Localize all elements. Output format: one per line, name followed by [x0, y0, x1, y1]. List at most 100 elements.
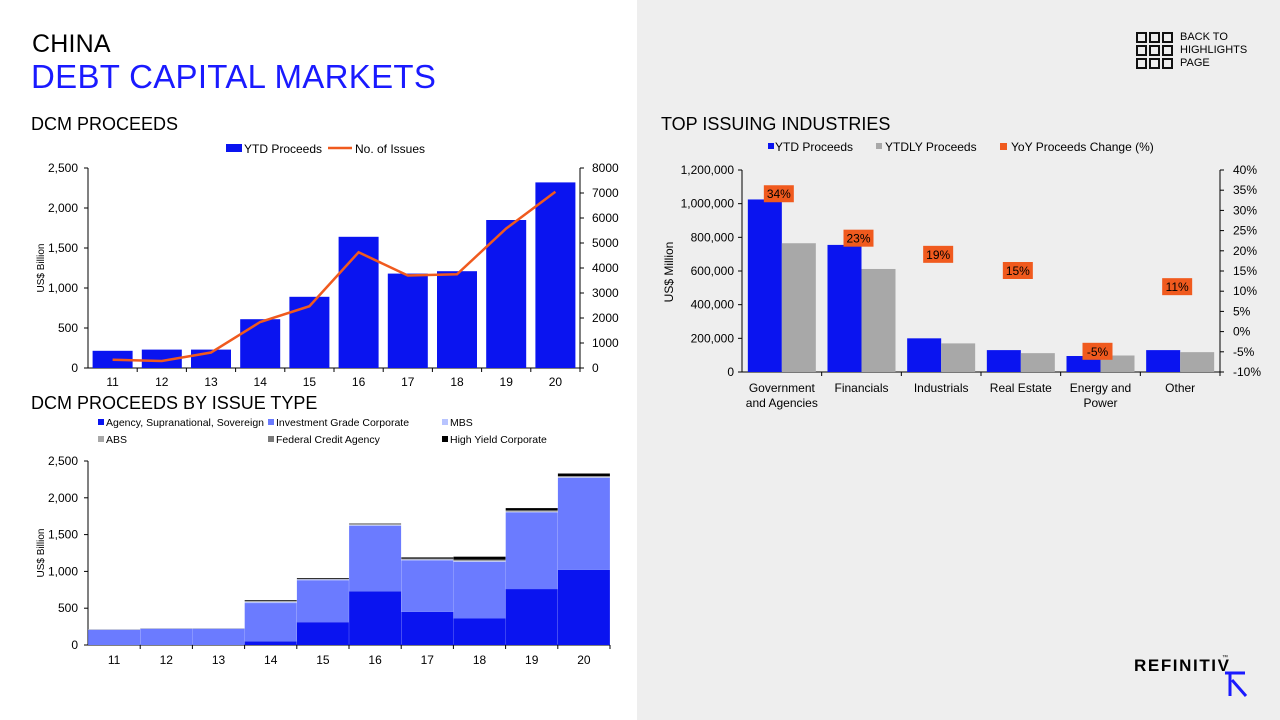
bar-ytdly-proceeds: [1020, 353, 1055, 372]
legend-label-agency-supranational-sovereign: Agency, Supranational, Sovereign: [106, 417, 264, 429]
x-tick-label: 18: [473, 653, 487, 667]
bar-ytdly-proceeds: [1180, 352, 1215, 372]
bar-segment-high-yield-corporate: [505, 508, 558, 511]
bar-segment-abs: [557, 476, 610, 478]
grid-icon: [1136, 32, 1173, 69]
legend-swatch-mbs: [442, 419, 448, 425]
bar-segment-abs: [453, 560, 506, 562]
y-tick-label: 0: [71, 638, 78, 652]
x-tick-label: 14: [264, 653, 278, 667]
y-tick-label: 200,000: [691, 331, 735, 345]
bar-segment-investment-grade-corporate: [401, 560, 454, 612]
y2-tick-label: 0: [592, 361, 599, 375]
bar-segment-investment-grade-corporate: [192, 628, 245, 645]
y-tick-label: 800,000: [691, 230, 735, 244]
bar-segment-agency-supranational-sovereign: [401, 611, 454, 645]
bar-segment-agency-supranational-sovereign: [557, 569, 610, 645]
bar-segment-high-yield-corporate: [401, 557, 454, 559]
x-tick-label: 20: [549, 375, 563, 389]
y-tick-label: 2,000: [48, 491, 78, 505]
x-tick-label: 17: [421, 653, 435, 667]
y-tick-label: 0: [71, 361, 78, 375]
y-tick-label: 1,000: [48, 281, 78, 295]
y-tick-label: 1,500: [48, 528, 78, 542]
legend-swatch-investment-grade-corporate: [268, 419, 274, 425]
legend-label-mbs: MBS: [450, 417, 473, 429]
y-axis-label: US$ Million: [662, 242, 676, 303]
trademark-symbol: ™: [1222, 655, 1228, 661]
legend-label-abs: ABS: [106, 434, 127, 446]
legend-swatch-agency-supranational-sovereign: [98, 419, 104, 425]
legend-label-yoy-change: YoY Proceeds Change (%): [1011, 140, 1154, 154]
bar-ytd-proceeds: [437, 271, 477, 368]
y2-tick-label: 30%: [1233, 203, 1257, 217]
y2-tick-label: -10%: [1233, 365, 1261, 379]
y2-tick-label: 5%: [1233, 304, 1251, 318]
legend-swatch-abs: [98, 436, 104, 442]
chart-title-top-issuing-industries: TOP ISSUING INDUSTRIES: [661, 114, 891, 134]
line-no-of-issues: [112, 190, 557, 363]
bar-segment-agency-supranational-sovereign: [349, 591, 402, 645]
bar-segment-agency-supranational-sovereign: [453, 618, 506, 645]
yoy-change-label: -5%: [1087, 345, 1109, 359]
x-tick-label: 17: [401, 375, 415, 389]
y2-tick-label: 2000: [592, 311, 619, 325]
y-tick-label: 2,500: [48, 454, 78, 468]
x-tick-label: 19: [525, 653, 539, 667]
y2-tick-label: 0%: [1233, 325, 1251, 339]
y2-tick-label: 1000: [592, 336, 619, 350]
dcm-proceeds-chart: 0 500 1,000 1,500 2,000 2,500 0 1000 2000 3000 400…: [36, 142, 619, 389]
bar-segment-investment-grade-corporate: [453, 561, 506, 619]
x-tick-label: 14: [254, 375, 268, 389]
y-axis-label: US$ Billion: [36, 529, 47, 578]
legend-swatch-high-yield-corporate: [442, 436, 448, 442]
x-tick-label: 11: [108, 653, 121, 667]
bar-ytd-proceeds: [747, 199, 782, 372]
back-to-highlights-link[interactable]: BACK TO HIGHLIGHTS PAGE: [1136, 31, 1260, 70]
bar-segment-high-yield-corporate: [296, 578, 349, 579]
legend-label-ytdly-proceeds: YTDLY Proceeds: [885, 140, 977, 154]
y2-tick-label: 8000: [592, 161, 619, 175]
y2-tick-label: 7000: [592, 186, 619, 200]
y2-tick-label: 40%: [1233, 163, 1257, 177]
back-to-highlights-label: BACK TO HIGHLIGHTS PAGE: [1180, 31, 1248, 69]
bar-ytdly-proceeds: [781, 243, 816, 372]
page-title: DEBT CAPITAL MARKETS: [31, 58, 437, 95]
bar-ytd-proceeds: [240, 319, 281, 368]
bar-ytd-proceeds: [338, 236, 379, 368]
y-tick-label: 1,000,000: [681, 197, 735, 211]
bar-segment-mbs: [401, 559, 454, 561]
top-issuing-industries-chart: 0 200,000 400,000 600,000 800,000 1,000,000 1,…: [662, 140, 1261, 410]
x-tick-label: 19: [500, 375, 514, 389]
bar-ytdly-proceeds: [941, 343, 976, 372]
y2-tick-label: -5%: [1233, 345, 1255, 359]
x-tick-label: and Agencies: [746, 396, 818, 410]
x-tick-label: Real Estate: [990, 381, 1052, 395]
x-tick-label: 13: [204, 375, 218, 389]
yoy-change-marker: [1002, 262, 1033, 279]
bar-segment-mbs: [505, 511, 558, 513]
x-tick-label: 20: [577, 653, 591, 667]
bar-segment-abs: [505, 511, 558, 512]
yoy-change-marker: [923, 245, 954, 263]
country-title: CHINA: [32, 30, 111, 58]
y2-tick-label: 6000: [592, 211, 619, 225]
yoy-change-label: 15%: [1006, 264, 1030, 278]
y-tick-label: 500: [58, 321, 78, 335]
chart-title-dcm-by-issue-type: DCM PROCEEDS BY ISSUE TYPE: [31, 393, 318, 413]
x-tick-label: 16: [352, 375, 366, 389]
y-tick-label: 400,000: [691, 298, 735, 312]
x-tick-label: Other: [1165, 381, 1195, 395]
bar-ytdly-proceeds: [861, 268, 896, 372]
yoy-change-marker: [1162, 278, 1193, 296]
legend-swatch-ytd-proceeds: [768, 143, 774, 149]
y2-tick-label: 3000: [592, 286, 619, 300]
x-tick-label: 16: [368, 653, 382, 667]
y2-tick-label: 5000: [592, 236, 619, 250]
bar-segment-investment-grade-corporate: [557, 477, 610, 570]
legend-swatch-ytdly-proceeds: [876, 143, 882, 149]
x-tick-label: 18: [450, 375, 464, 389]
bar-segment-high-yield-corporate: [244, 600, 297, 601]
yoy-change-label: 11%: [1166, 280, 1189, 294]
bar-segment-investment-grade-corporate: [296, 580, 349, 623]
